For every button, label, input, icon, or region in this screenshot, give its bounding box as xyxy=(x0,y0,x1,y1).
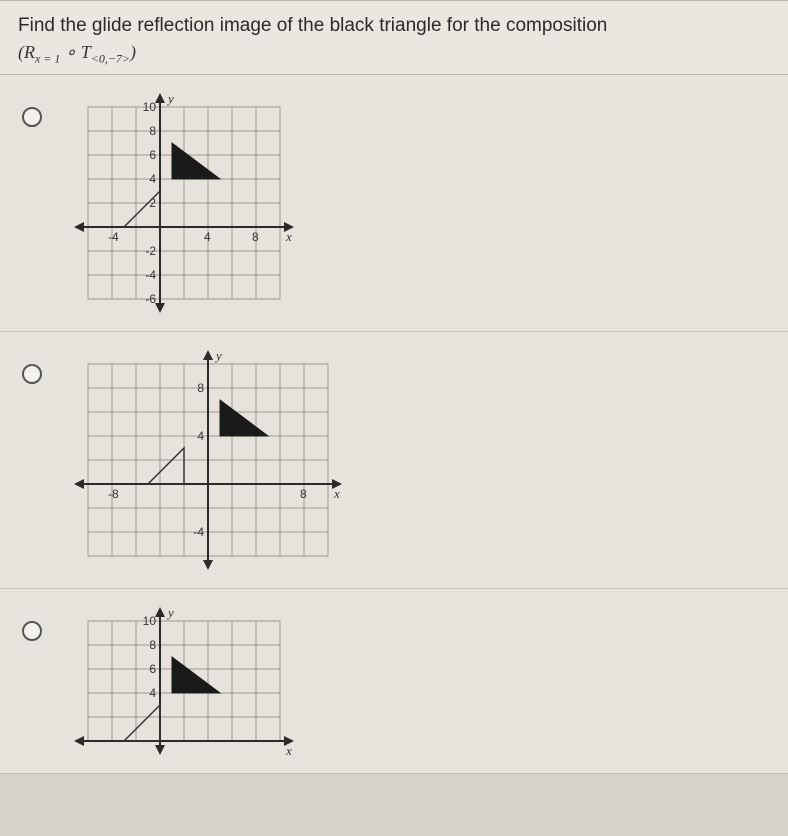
graph-wrap-2: y x 10 8 6 4 xyxy=(70,603,298,759)
svg-text:4: 4 xyxy=(149,172,156,186)
svg-text:x: x xyxy=(285,229,292,244)
option-row-1[interactable]: y x -8 8 8 4 -4 xyxy=(0,332,788,589)
option-row-2[interactable]: y x 10 8 6 4 xyxy=(0,589,788,774)
graph-1: y x -8 8 8 4 -4 xyxy=(70,346,346,574)
question-text: Find the glide reflection image of the b… xyxy=(18,13,770,40)
svg-text:-4: -4 xyxy=(145,268,156,282)
radio-option-0[interactable] xyxy=(22,107,42,127)
svg-text:6: 6 xyxy=(149,662,156,676)
svg-text:-6: -6 xyxy=(145,292,156,306)
svg-text:8: 8 xyxy=(149,124,156,138)
svg-text:-8: -8 xyxy=(108,487,119,501)
svg-text:y: y xyxy=(166,91,174,106)
question-block: Find the glide reflection image of the b… xyxy=(0,0,788,75)
graph-2: y x 10 8 6 4 xyxy=(70,603,298,759)
graph-wrap-1: y x -8 8 8 4 -4 xyxy=(70,346,346,574)
svg-text:8: 8 xyxy=(252,230,259,244)
svg-text:4: 4 xyxy=(149,686,156,700)
svg-text:4: 4 xyxy=(197,429,204,443)
svg-text:8: 8 xyxy=(197,381,204,395)
graph-wrap-0: yx-448108642-2-4-6 xyxy=(70,89,298,317)
svg-text:8: 8 xyxy=(300,487,307,501)
svg-text:6: 6 xyxy=(149,148,156,162)
svg-text:4: 4 xyxy=(204,230,211,244)
page: Find the glide reflection image of the b… xyxy=(0,0,788,774)
option-row-0[interactable]: yx-448108642-2-4-6 xyxy=(0,75,788,332)
svg-text:-4: -4 xyxy=(108,230,119,244)
svg-text:y: y xyxy=(214,348,222,363)
question-formula: (Rx = 1 ∘ T<0,−7>) xyxy=(18,42,770,67)
svg-text:10: 10 xyxy=(143,100,157,114)
radio-option-1[interactable] xyxy=(22,364,42,384)
radio-option-2[interactable] xyxy=(22,621,42,641)
graph-0: yx-448108642-2-4-6 xyxy=(70,89,298,317)
svg-text:-4: -4 xyxy=(193,525,204,539)
svg-text:x: x xyxy=(285,743,292,758)
svg-text:-2: -2 xyxy=(145,244,156,258)
svg-text:10: 10 xyxy=(143,614,157,628)
options-container: yx-448108642-2-4-6yx-8884-4yx10864 xyxy=(0,75,788,774)
svg-text:8: 8 xyxy=(149,638,156,652)
svg-text:x: x xyxy=(333,486,340,501)
svg-text:y: y xyxy=(166,605,174,620)
